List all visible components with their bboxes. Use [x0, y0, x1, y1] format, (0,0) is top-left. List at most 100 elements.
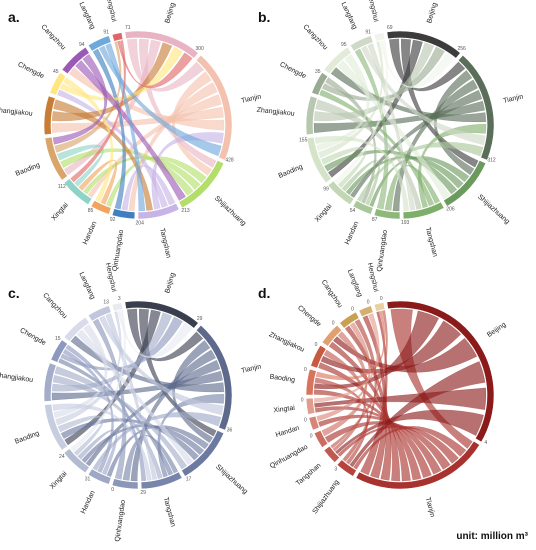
- node-arc-handan: [308, 415, 320, 431]
- node-arc-tangshan: [323, 445, 340, 464]
- chord-ribbon: [70, 40, 126, 183]
- node-arc-cangzhou: [323, 46, 352, 75]
- tick-label: 0: [380, 296, 383, 302]
- city-label-tangshan: Tangshan: [424, 227, 439, 258]
- city-label-zhangjiakou: Zhangjiakou: [0, 372, 34, 384]
- node-arc-shijiazhuang: [181, 429, 225, 477]
- tick-label: 92: [110, 217, 116, 223]
- chord-ribbon: [337, 60, 451, 200]
- city-label-tangshan: Tangshan: [162, 497, 177, 528]
- panel-label-c: c.: [8, 285, 20, 301]
- chord-ribbon: [313, 100, 485, 134]
- node-arc-beijing: [386, 300, 495, 443]
- tick-label: 31: [85, 476, 91, 482]
- chord-ribbon: [54, 41, 122, 153]
- city-label-langfang: Langfang: [77, 1, 96, 31]
- node-arc-tangshan: [140, 471, 183, 490]
- tick-label: 94: [79, 42, 85, 48]
- tick-label: 85: [88, 208, 94, 214]
- node-arc-baoding: [44, 136, 69, 181]
- tick-label: 0: [304, 367, 307, 373]
- chord-ribbon: [379, 40, 455, 89]
- tick-label: 3: [118, 296, 121, 302]
- chord-ribbon: [57, 89, 169, 208]
- city-label-tangshan: Tangshan: [158, 228, 172, 259]
- city-label-xingtai: Xingtai: [49, 470, 69, 491]
- chord-ribbon: [53, 99, 153, 211]
- city-label-baoding: Baoding: [278, 163, 304, 180]
- node-arc-shijiazhuang: [336, 459, 357, 477]
- chord-ribbon: [57, 415, 104, 456]
- tick-label: 13: [103, 300, 109, 306]
- city-label-cangzhou: Cangzhou: [320, 279, 344, 309]
- tick-label: 256: [458, 46, 467, 52]
- node-arc-hengshui: [111, 32, 124, 42]
- chord-ribbon: [384, 165, 441, 211]
- chord-ribbon: [52, 53, 108, 145]
- node-arc-chengde: [50, 339, 69, 363]
- node-arc-qinhuangdao: [313, 429, 329, 448]
- city-label-shijiazhuang: Shijiazhuang: [214, 464, 249, 496]
- chord-ribbon: [313, 313, 380, 403]
- tick-label: 300: [196, 46, 205, 52]
- node-arc-langfang: [358, 305, 374, 318]
- tick-label: 312: [487, 157, 496, 163]
- node-arc-tianjin: [355, 440, 481, 490]
- city-label-handan: Handan: [344, 220, 360, 245]
- chord-ribbon: [54, 366, 188, 470]
- tick-label: 87: [372, 217, 378, 223]
- tick-label: 428: [225, 157, 234, 163]
- tick-label: 99: [323, 187, 329, 193]
- tick-label: 91: [365, 30, 371, 36]
- chord-ribbon: [315, 99, 422, 210]
- node-arc-zhangjiakou: [43, 362, 57, 402]
- chord-ribbon: [98, 45, 222, 157]
- chord-ribbon: [360, 311, 388, 476]
- city-label-baoding: Baoding: [269, 374, 296, 385]
- chord-ribbon: [70, 310, 126, 452]
- tick-label: 213: [181, 208, 190, 214]
- node-arc-tangshan: [402, 201, 445, 220]
- city-label-beijing: Beijing: [164, 272, 177, 294]
- chord-ribbon: [314, 387, 487, 410]
- tick-label: 0: [315, 342, 318, 348]
- node-arc-hengshui: [373, 302, 386, 312]
- tick-label: 95: [341, 42, 347, 48]
- node-arc-chengde: [311, 72, 329, 96]
- node-arc-tangshan: [137, 202, 180, 220]
- city-label-shijiazhuang: Shijiazhuang: [213, 195, 247, 228]
- city-label-langfang: Langfang: [339, 1, 358, 31]
- panel-label-d: d.: [258, 285, 270, 301]
- node-arc-qinhuangdao: [111, 208, 136, 220]
- chord-ribbon: [328, 39, 423, 178]
- city-label-baoding: Baoding: [15, 162, 42, 178]
- node-arc-shijiazhuang: [178, 159, 225, 209]
- chord-ribbon: [105, 43, 146, 212]
- city-label-chengde: Chengde: [278, 61, 307, 80]
- node-arc-langfang: [87, 35, 112, 52]
- city-label-cangzhou: Cangzhou: [301, 24, 328, 52]
- city-label-hengshui: Hengshui: [366, 0, 380, 23]
- chord-ribbon: [333, 336, 478, 373]
- chord-ribbon: [392, 79, 478, 212]
- chord-panel-b: Beijing 256 69 Tianjin 312 Shijiazhuang 206 Tan…: [256, 0, 524, 272]
- tick-label: 0: [301, 397, 304, 403]
- node-arc-xingtai: [63, 178, 93, 206]
- tick-label: 71: [125, 25, 131, 31]
- chord-ribbon: [320, 320, 462, 374]
- chord-ribbon: [316, 322, 371, 422]
- city-label-shijiazhuang: Shijiazhuang: [312, 479, 341, 516]
- chord-ribbon: [98, 315, 224, 416]
- city-label-cangzhou: Cangzhou: [41, 292, 68, 320]
- tick-label: 4: [484, 440, 487, 446]
- city-label-beijing: Beijing: [426, 2, 439, 24]
- node-arc-beijing: [124, 300, 199, 329]
- chord-ribbon: [314, 135, 410, 212]
- tick-label: 3: [334, 466, 337, 472]
- node-arc-hengshui: [111, 302, 124, 312]
- chord-ribbon: [78, 159, 118, 205]
- node-arc-cangzhou: [339, 311, 360, 329]
- tick-label: 29: [140, 490, 146, 496]
- tick-label: 0: [111, 487, 114, 493]
- panel-label-a: a.: [8, 9, 20, 25]
